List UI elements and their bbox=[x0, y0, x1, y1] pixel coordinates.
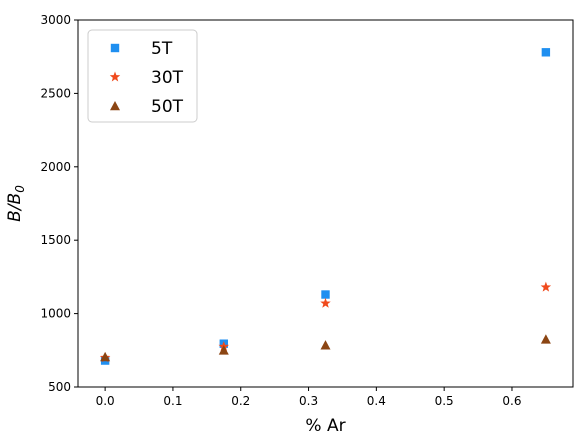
data-point-5t bbox=[321, 290, 330, 299]
x-tick-label: 0.1 bbox=[163, 394, 182, 408]
plot-frame bbox=[77, 19, 574, 388]
x-tick-label: 0.2 bbox=[231, 394, 250, 408]
data-point-30t bbox=[320, 297, 331, 308]
data-point-30t bbox=[540, 281, 552, 292]
legend-label-30t: 30T bbox=[151, 68, 184, 88]
x-axis-ticks: 0.0 0.1 0.2 0.3 0.4 0.5 0.6 bbox=[96, 387, 522, 408]
x-axis-label: % Ar bbox=[305, 416, 345, 436]
y-axis-label: B/B0 bbox=[5, 185, 27, 222]
legend-item-30t: 30T bbox=[109, 68, 184, 88]
data-point-50t bbox=[320, 340, 331, 350]
legend-item-50t: 50T bbox=[110, 97, 184, 117]
y-tick-label: 1500 bbox=[40, 233, 71, 247]
data-point-50t bbox=[540, 334, 551, 344]
legend-item-5t: 5T bbox=[110, 39, 173, 59]
legend-label-50t: 50T bbox=[151, 97, 184, 117]
y-axis-label-main: B/B bbox=[5, 193, 25, 222]
legend-label-5t: 5T bbox=[151, 39, 173, 59]
legend-marker-5t bbox=[110, 43, 120, 53]
y-axis-label-subscript: 0 bbox=[13, 185, 27, 193]
y-tick-label: 500 bbox=[48, 380, 71, 394]
data-point-50t bbox=[100, 351, 111, 362]
legend-marker-30t bbox=[109, 71, 121, 82]
data-point-50t bbox=[218, 345, 229, 355]
y-tick-label: 3000 bbox=[40, 13, 71, 27]
x-tick-label: 0.3 bbox=[299, 394, 318, 408]
legend-marker-50t bbox=[110, 101, 120, 111]
series-50t bbox=[100, 334, 551, 362]
y-tick-label: 2000 bbox=[40, 160, 71, 174]
y-tick-label: 2500 bbox=[40, 86, 71, 100]
legend: 5T 30T 50T bbox=[87, 29, 198, 123]
x-tick-label: 0.6 bbox=[502, 394, 521, 408]
legend-box bbox=[87, 29, 198, 123]
y-tick-label: 1000 bbox=[40, 307, 71, 321]
x-tick-label: 0.0 bbox=[96, 394, 115, 408]
x-tick-label: 0.4 bbox=[367, 394, 386, 408]
data-points bbox=[99, 48, 552, 365]
data-point-5t bbox=[541, 48, 551, 57]
y-axis-ticks: 500 1000 1500 2000 2500 3000 bbox=[40, 13, 78, 394]
x-tick-label: 0.5 bbox=[435, 394, 454, 408]
